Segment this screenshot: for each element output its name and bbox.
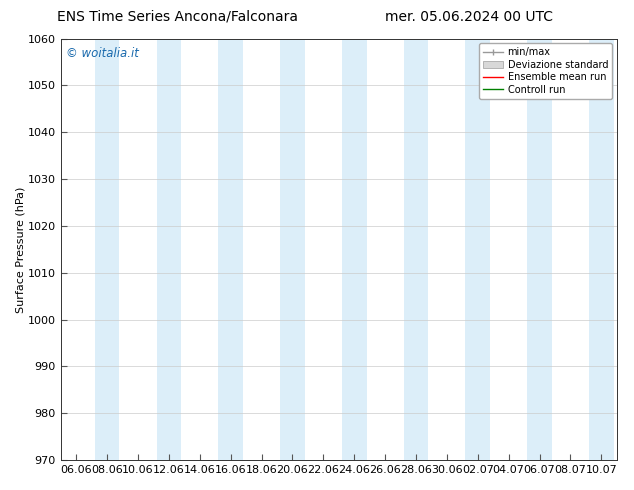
Bar <box>465 39 490 460</box>
Text: © woitalia.it: © woitalia.it <box>67 47 139 60</box>
Bar <box>280 39 305 460</box>
Text: mer. 05.06.2024 00 UTC: mer. 05.06.2024 00 UTC <box>385 10 553 24</box>
Bar <box>527 39 552 460</box>
Bar <box>342 39 366 460</box>
Legend: min/max, Deviazione standard, Ensemble mean run, Controll run: min/max, Deviazione standard, Ensemble m… <box>479 44 612 98</box>
Y-axis label: Surface Pressure (hPa): Surface Pressure (hPa) <box>15 186 25 313</box>
Bar <box>157 39 181 460</box>
Text: ENS Time Series Ancona/Falconara: ENS Time Series Ancona/Falconara <box>57 10 298 24</box>
Bar <box>404 39 429 460</box>
Bar <box>94 39 119 460</box>
Bar <box>218 39 243 460</box>
Bar <box>589 39 614 460</box>
